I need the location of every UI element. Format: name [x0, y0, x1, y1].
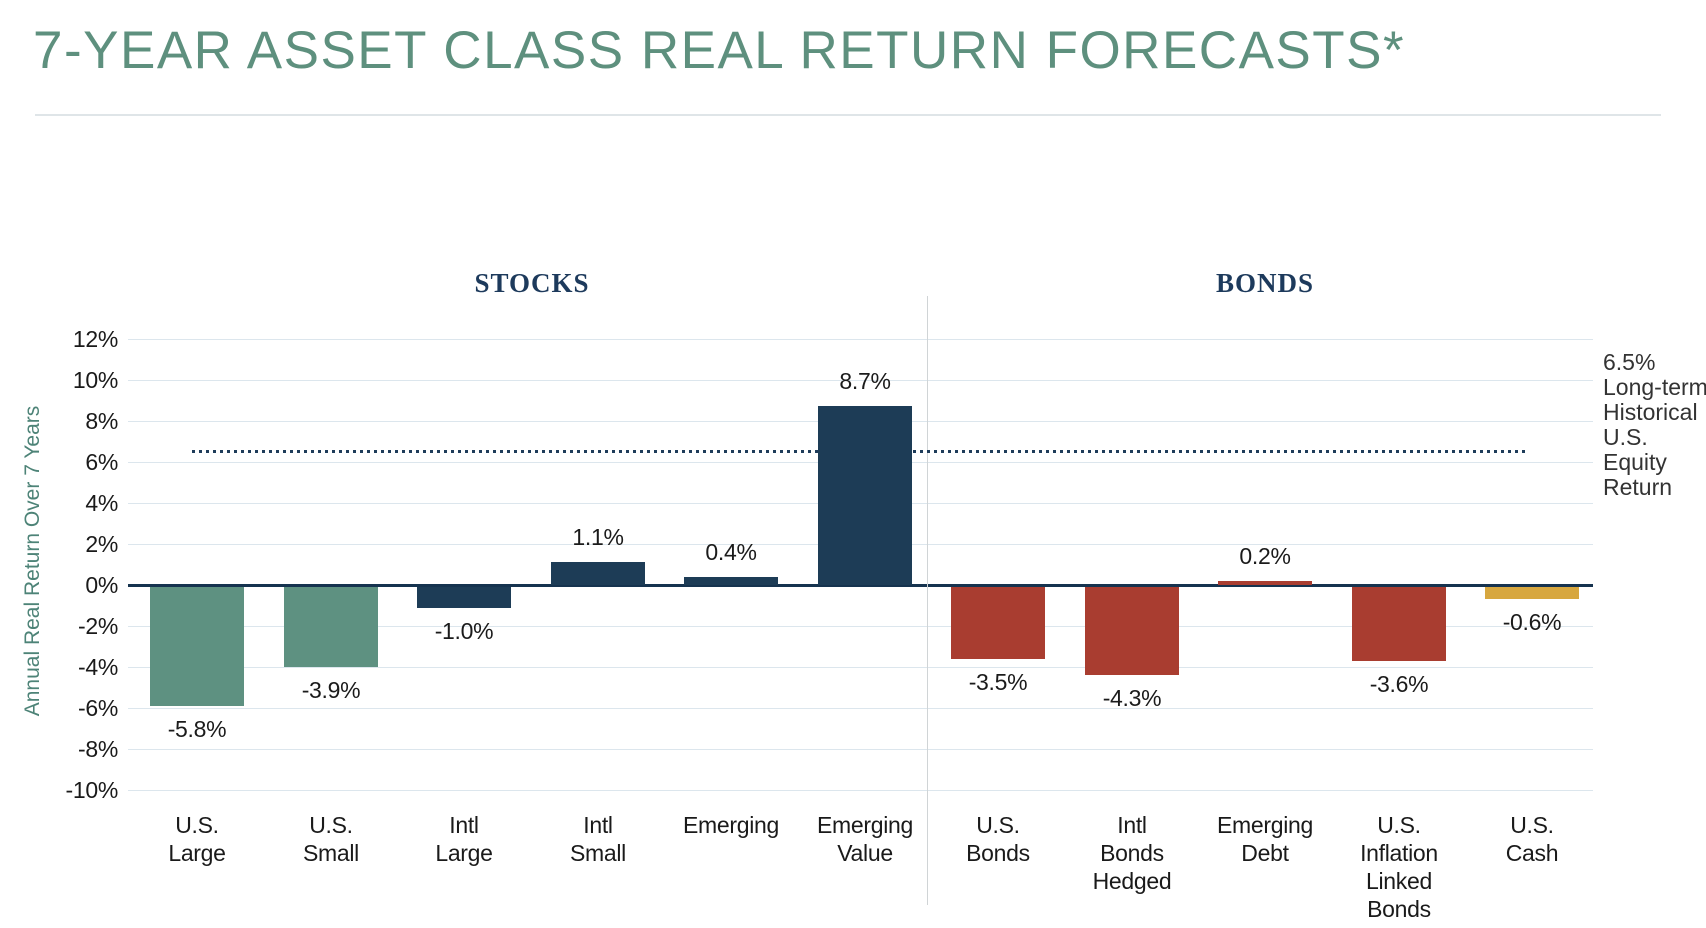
y-tick-label: 10% [72, 367, 118, 393]
x-category-label: U.S. Small [302, 812, 359, 866]
bar-value-label: -4.3% [1102, 685, 1162, 711]
bar-intl-large [417, 587, 511, 608]
x-category-label: Intl Small [569, 812, 626, 866]
zero-axis-line [128, 584, 1593, 587]
bar-emerging [684, 577, 778, 585]
bar-value-label: -3.9% [301, 677, 361, 703]
x-category-label: U.S. Large [168, 812, 226, 866]
gridline [128, 380, 1593, 381]
gridline [128, 626, 1593, 627]
y-tick-label: 0% [85, 572, 118, 598]
y-tick-label: -10% [65, 777, 119, 803]
bar-intl-bonds-hedged [1085, 587, 1179, 675]
y-tick-label: 4% [85, 490, 118, 516]
bar-value-label: 8.7% [839, 368, 891, 394]
y-tick-label: -2% [77, 613, 118, 639]
gridline [128, 339, 1593, 340]
y-tick-label: -8% [77, 736, 118, 762]
y-tick-label: -4% [77, 654, 118, 680]
bar-u-s-large [150, 587, 244, 706]
bar-value-label: -0.6% [1502, 609, 1562, 635]
bar-intl-small [551, 562, 645, 585]
y-tick-label: 2% [85, 531, 118, 557]
chart-title: 7-YEAR ASSET CLASS REAL RETURN FORECASTS… [33, 21, 1406, 80]
bar-value-label: -1.0% [434, 618, 494, 644]
gridline [128, 708, 1593, 709]
bar-value-label: 1.1% [572, 524, 624, 550]
section-divider [927, 296, 928, 905]
y-tick-label: 8% [85, 408, 118, 434]
bar-u-s-bonds [951, 587, 1045, 659]
x-category-label: U.S. Inflation Linked Bonds [1360, 812, 1438, 922]
x-category-label: U.S. Cash [1505, 812, 1559, 866]
title-rule [35, 114, 1661, 116]
reference-line-annotation: 6.5% Long-term Historical U.S. Equity Re… [1603, 349, 1706, 500]
x-category-label: U.S. Bonds [966, 812, 1030, 866]
x-category-label: Intl Bonds Hedged [1092, 812, 1172, 894]
y-tick-label: 6% [85, 449, 118, 475]
group-header-stocks: STOCKS [474, 268, 590, 298]
bar-u-s-cash [1485, 587, 1579, 599]
bar-value-label: 0.2% [1239, 543, 1291, 569]
x-category-label: Emerging Debt [1216, 812, 1314, 866]
bar-value-label: -3.5% [968, 669, 1028, 695]
bar-u-s-inflation-linked-bonds [1352, 587, 1446, 661]
x-category-label: Emerging Value [816, 812, 914, 866]
gridline [128, 667, 1593, 668]
bar-value-label: -5.8% [167, 716, 227, 742]
x-category-label: Intl Large [435, 812, 493, 866]
bar-value-label: 0.4% [705, 539, 757, 565]
bar-emerging-value [818, 406, 912, 585]
y-tick-label: 12% [72, 326, 118, 352]
y-tick-label: -6% [77, 695, 118, 721]
group-header-bonds: BONDS [1215, 268, 1315, 298]
gridline [128, 790, 1593, 791]
bar-emerging-debt [1218, 581, 1312, 585]
bar-u-s-small [284, 587, 378, 667]
bar-value-label: -3.6% [1369, 671, 1429, 697]
gridline [128, 749, 1593, 750]
x-category-label: Emerging [682, 812, 780, 838]
